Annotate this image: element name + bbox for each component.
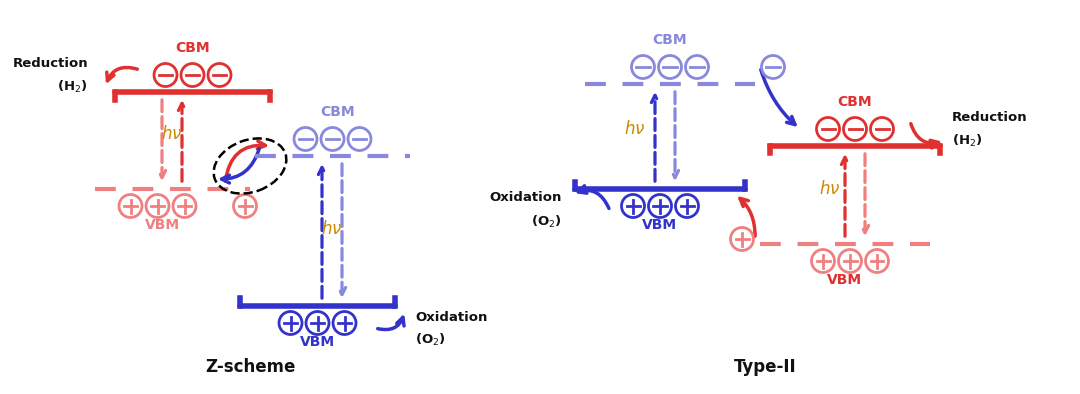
Text: $h\nu$: $h\nu$ xyxy=(321,220,342,238)
Text: VBM: VBM xyxy=(643,218,677,232)
Text: Oxidation: Oxidation xyxy=(415,311,487,324)
Text: VBM: VBM xyxy=(300,335,335,349)
Text: CBM: CBM xyxy=(838,95,873,109)
Text: $h\nu$: $h\nu$ xyxy=(161,125,183,143)
Text: Reduction: Reduction xyxy=(951,111,1028,124)
Text: Z-scheme: Z-scheme xyxy=(205,358,295,376)
Text: (O$_2$): (O$_2$) xyxy=(531,214,562,230)
Text: $h\nu$: $h\nu$ xyxy=(820,180,840,198)
Text: CBM: CBM xyxy=(175,41,210,55)
Text: VBM: VBM xyxy=(827,273,863,287)
Text: Reduction: Reduction xyxy=(12,57,87,70)
Text: $h\nu$: $h\nu$ xyxy=(624,120,646,138)
Text: (H$_2$): (H$_2$) xyxy=(57,79,87,95)
Text: CBM: CBM xyxy=(652,33,687,47)
Text: Oxidation: Oxidation xyxy=(489,191,562,204)
Text: (O$_2$): (O$_2$) xyxy=(415,332,446,348)
Text: CBM: CBM xyxy=(320,105,355,119)
Text: VBM: VBM xyxy=(145,218,180,232)
Text: Type-II: Type-II xyxy=(733,358,796,376)
Text: (H$_2$): (H$_2$) xyxy=(951,133,983,149)
